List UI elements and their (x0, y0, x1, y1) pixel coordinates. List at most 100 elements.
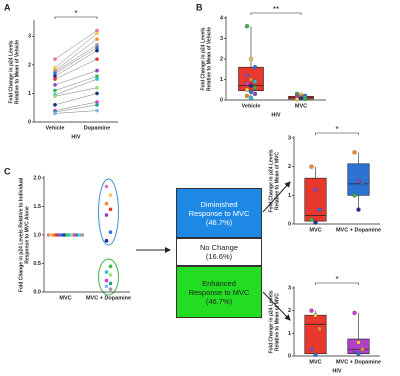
y-axis-label: Response to MVC Alone (24, 206, 30, 264)
data-point (95, 48, 99, 53)
data-point (108, 264, 113, 269)
data-point (53, 94, 57, 99)
data-point (49, 233, 53, 237)
significance-label: * (74, 9, 77, 18)
box (304, 314, 327, 355)
panel-label: B (196, 2, 203, 12)
data-point (313, 352, 318, 358)
data-point (52, 233, 56, 237)
data-point (352, 150, 357, 155)
data-point (95, 45, 99, 50)
data-point (95, 108, 99, 113)
y-tick-label: 3 (288, 135, 291, 141)
data-point (244, 93, 250, 99)
data-point (302, 96, 308, 102)
data-point (95, 91, 99, 96)
data-point (108, 287, 113, 291)
data-point (352, 193, 357, 198)
y-tick-label: 1 (220, 77, 223, 83)
data-point (356, 351, 361, 356)
data-point (252, 91, 258, 96)
data-point (360, 347, 365, 352)
data-point (108, 230, 113, 234)
series-line (54, 30, 98, 60)
data-point (108, 281, 113, 286)
data-point (46, 233, 51, 237)
series-line (54, 93, 98, 106)
significance-label: * (335, 125, 338, 134)
data-point (104, 184, 109, 189)
x-tick-label: MVC + Dopamine (86, 295, 131, 301)
y-tick-label: 0.0 (33, 289, 41, 295)
data-point (252, 79, 258, 84)
y-axis-label: Relative to Mean of MVC (274, 152, 280, 210)
data-point (309, 217, 314, 222)
data-point (108, 193, 113, 197)
series-line (54, 50, 98, 77)
data-point (252, 85, 258, 90)
data-point (248, 77, 254, 82)
data-point (356, 178, 361, 184)
data-point (248, 83, 254, 88)
data-point (53, 83, 57, 87)
y-axis-label: Fold Change in p24 Levels (268, 149, 274, 212)
data-point (244, 87, 250, 92)
series-line (54, 70, 98, 86)
series-line (54, 33, 98, 68)
y-axis-label: Fold Change in p24 Levels (268, 290, 274, 353)
data-point (104, 213, 109, 217)
box (304, 177, 327, 222)
data-point (53, 57, 57, 61)
data-point (294, 97, 300, 102)
data-point (59, 233, 64, 237)
arrow (262, 291, 291, 321)
data-point (298, 96, 304, 101)
data-point (313, 220, 318, 225)
significance-label: * (335, 275, 338, 284)
data-point (108, 207, 113, 212)
data-point (53, 71, 57, 76)
data-point (67, 233, 72, 237)
y-tick-label: 2 (288, 164, 291, 170)
data-point (317, 207, 322, 212)
data-point (62, 233, 66, 237)
y-tick-label: 0 (288, 353, 291, 359)
data-point (104, 270, 109, 274)
y-tick-label: 2.0 (33, 175, 41, 181)
series-line (54, 78, 98, 96)
data-point (252, 65, 258, 70)
series-line (54, 104, 98, 113)
y-axis-label: Fold Change in p24 Levels (200, 27, 206, 90)
data-point (75, 233, 79, 237)
data-point (356, 340, 361, 345)
y-axis-label: Fold Change in p24 Levels (8, 40, 14, 103)
series-line (54, 110, 98, 114)
y-axis-label: Relative to Mean of Vehicle (14, 40, 20, 104)
significance-bracket (250, 12, 302, 15)
data-point (95, 43, 99, 47)
y-axis-label: Relative to Mean of MVC (274, 293, 280, 351)
series-line (54, 44, 98, 73)
x-tick-label: MVC + Dopamine (336, 359, 381, 365)
y-tick-label: 1 (288, 331, 291, 337)
panel-label: A (4, 2, 11, 12)
data-point (352, 349, 357, 354)
y-tick-label: 3 (28, 34, 31, 40)
y-tick-label: 1.5 (33, 204, 41, 210)
data-point (95, 31, 99, 36)
data-point (309, 164, 314, 169)
data-point (309, 347, 314, 352)
data-point (248, 89, 254, 94)
y-tick-label: 0 (220, 97, 223, 103)
x-tick-label: Dopamine (84, 125, 111, 131)
data-point (108, 273, 113, 277)
significance-label: ** (273, 5, 279, 14)
data-point (57, 233, 61, 237)
cluster-oval (98, 258, 119, 296)
data-point (95, 85, 99, 90)
y-tick-label: 1 (28, 91, 31, 97)
data-point (309, 308, 314, 313)
data-point (53, 77, 57, 81)
y-tick-label: 2 (220, 56, 223, 62)
